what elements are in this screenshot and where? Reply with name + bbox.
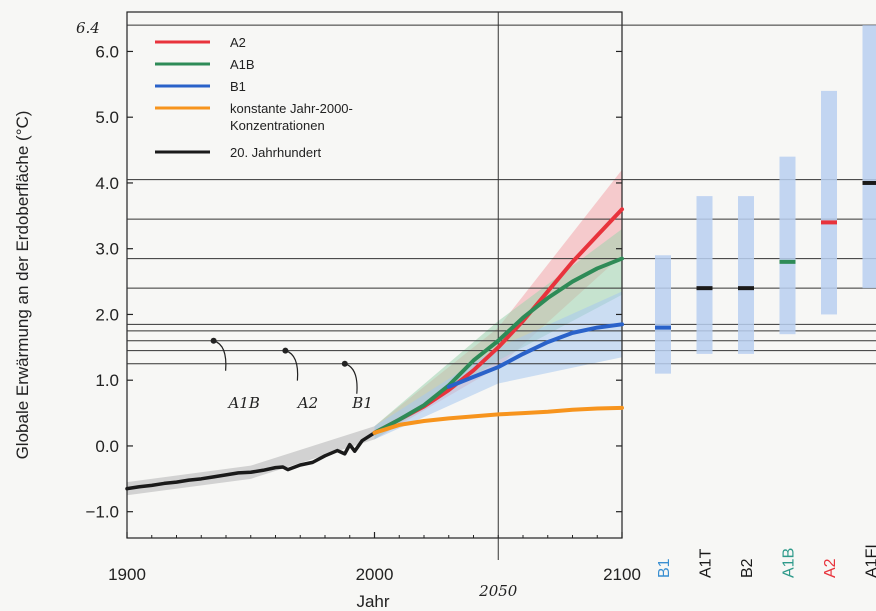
y-tick-label-6: 5.0 bbox=[95, 108, 119, 127]
y-tick-label-7: 6.0 bbox=[95, 42, 119, 61]
scenario-bar-a1t bbox=[696, 196, 713, 354]
legend-label-3: konstante Jahr-2000- bbox=[230, 101, 353, 116]
scenario-label-b1: B1 bbox=[656, 558, 673, 578]
legend-label-2: B1 bbox=[230, 79, 246, 94]
x-tick-label-2: 2100 bbox=[603, 565, 641, 584]
scenario-bar-a1fi bbox=[862, 25, 876, 289]
scenario-bar-b1 bbox=[655, 255, 671, 374]
legend-label-3-line2: Konzentrationen bbox=[230, 118, 325, 133]
y-tick-label-1: 0.0 bbox=[95, 437, 119, 456]
y-tick-label-2: 1.0 bbox=[95, 371, 119, 390]
hand-arrow-2 bbox=[344, 363, 358, 394]
legend-label-4: 20. Jahrhundert bbox=[230, 145, 321, 160]
x-axis-label: Jahr bbox=[356, 592, 389, 611]
y-tick-label-0: −1.0 bbox=[85, 503, 119, 522]
scenario-label-a1fi: A1FI bbox=[864, 544, 876, 578]
hand-label-2: B1 bbox=[351, 394, 373, 412]
series-line-20-jahrhundert bbox=[125, 431, 377, 491]
x-tick-label-0: 1900 bbox=[108, 565, 146, 584]
y-tick-label-3: 2.0 bbox=[95, 305, 119, 324]
x-annotation-2050: 2050 bbox=[478, 582, 518, 600]
hand-arrow-1 bbox=[285, 350, 299, 381]
hand-label-0: A1B bbox=[226, 394, 259, 412]
scenario-label-a2: A2 bbox=[822, 558, 839, 578]
y-tick-label-4: 3.0 bbox=[95, 240, 119, 259]
legend-label-0: A2 bbox=[230, 35, 246, 50]
legend-label-1: A1B bbox=[230, 57, 255, 72]
y-tick-label-5: 4.0 bbox=[95, 174, 119, 193]
scenario-bar-a1b bbox=[779, 156, 796, 335]
hand-arrow-0 bbox=[213, 340, 227, 371]
scenario-label-a1b: A1B bbox=[781, 548, 798, 578]
scenario-label-b2: B2 bbox=[739, 558, 756, 578]
scenario-bar-a2 bbox=[821, 90, 837, 315]
y-top-annotation: 6.4 bbox=[76, 19, 100, 37]
series-line-a1b bbox=[372, 256, 624, 435]
y-axis-label: Globale Erwärmung an der Erdoberfläche (… bbox=[13, 111, 32, 460]
x-tick-label-1: 2000 bbox=[356, 565, 394, 584]
series-line-konstante-jahr-2000-konzentrationen bbox=[372, 405, 624, 435]
uncertainty-band-0 bbox=[127, 426, 375, 496]
hand-label-1: A2 bbox=[296, 394, 318, 412]
series-line-b1 bbox=[446, 322, 624, 389]
scenario-bar-b2 bbox=[738, 196, 754, 354]
scenario-label-a1t: A1T bbox=[698, 548, 715, 578]
